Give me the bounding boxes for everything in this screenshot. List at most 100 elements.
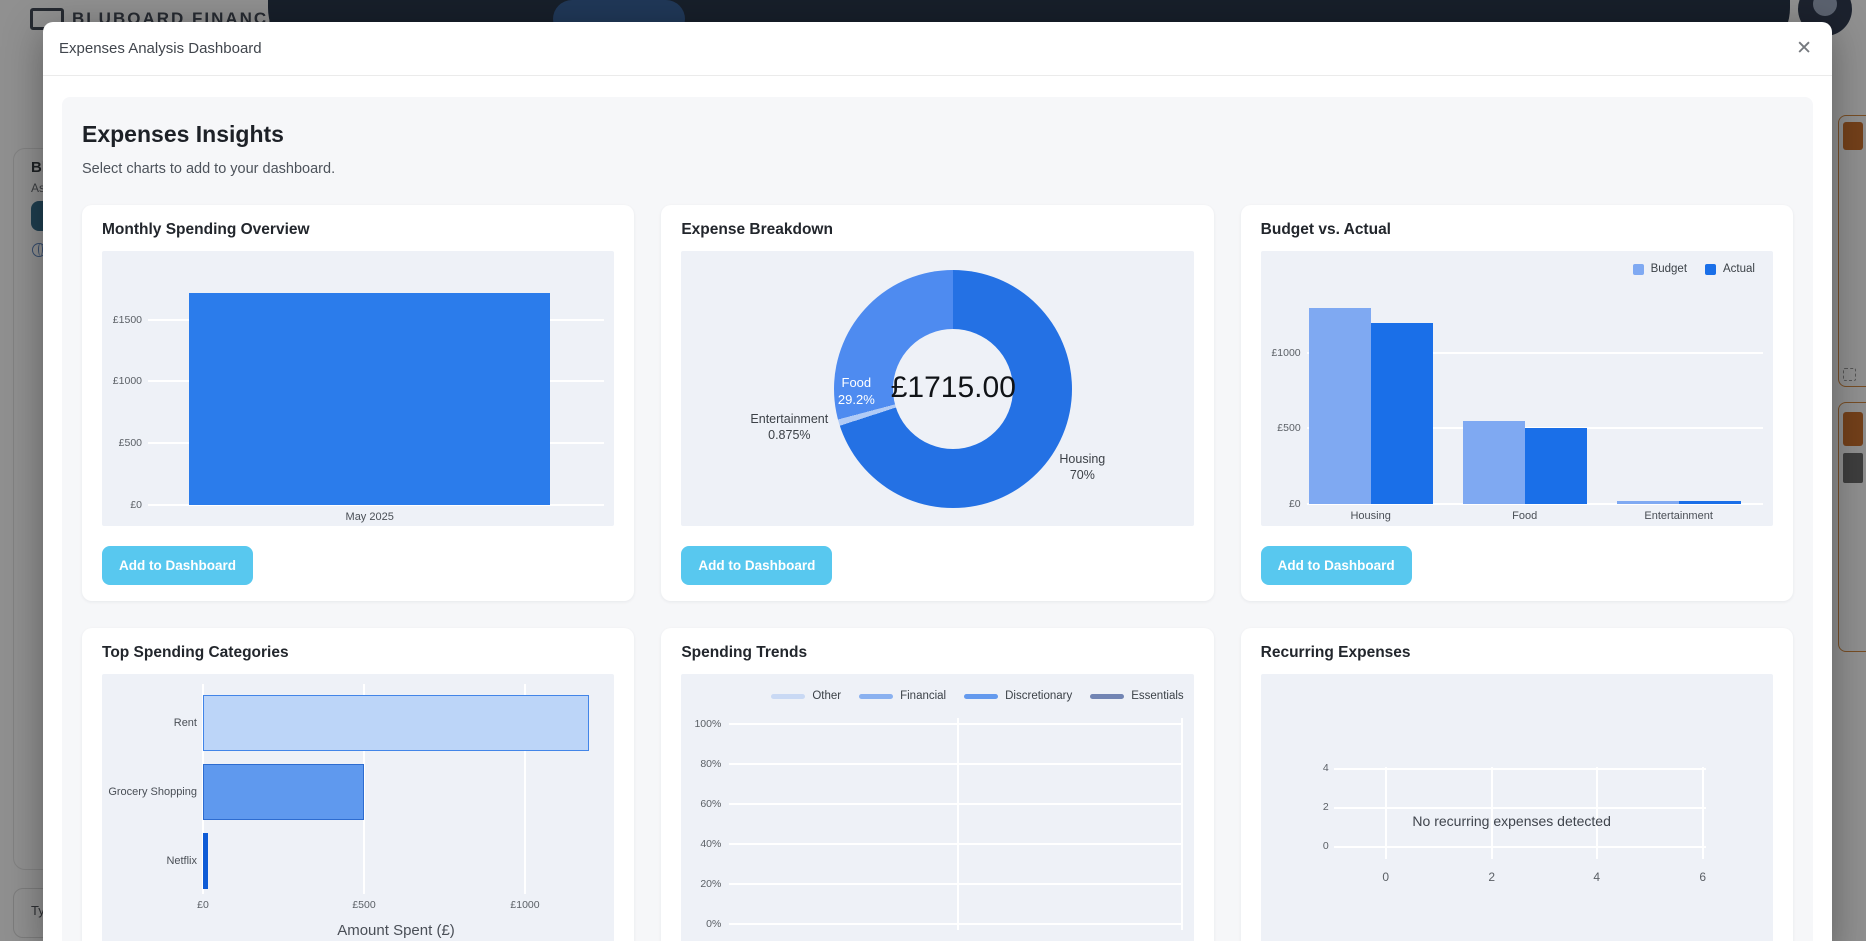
expenses-insights-section: Expenses Insights Select charts to add t… bbox=[62, 97, 1813, 941]
legend-label: Actual bbox=[1723, 263, 1755, 275]
top-spending-categories-chart: £0 £500 £1000 Rent Grocery Shopping Netflix Am… bbox=[102, 674, 615, 941]
y-axis-tick-label: 0 bbox=[1322, 840, 1329, 852]
card-title: Top Spending Categories bbox=[102, 644, 289, 661]
gridline bbox=[1490, 767, 1493, 859]
card-spending-trends: Spending Trends Other Financial Discretion… bbox=[661, 628, 1214, 941]
card-title: Expense Breakdown bbox=[681, 221, 833, 238]
y-axis-category-label: Grocery Shopping bbox=[108, 786, 197, 798]
modal-title: Expenses Analysis Dashboard bbox=[59, 40, 262, 57]
bar-entertainment-budget bbox=[1616, 500, 1679, 504]
y-axis-tick-label: £500 bbox=[118, 437, 142, 450]
gridline bbox=[363, 684, 365, 894]
y-axis-tick-label: £0 bbox=[1288, 498, 1301, 510]
close-icon[interactable]: ✕ bbox=[1792, 35, 1816, 62]
gridline bbox=[729, 923, 1182, 925]
x-axis-tick-label: £1000 bbox=[510, 899, 540, 911]
x-axis-tick-label: 0 bbox=[1382, 870, 1389, 884]
gridline bbox=[729, 763, 1182, 765]
bar-food-actual bbox=[1524, 428, 1587, 504]
budget-vs-actual-chart: £0 £500 £1000 Budget Actual Housing Food Entert… bbox=[1260, 251, 1773, 526]
slice-label-food: Food 29.2% bbox=[837, 375, 875, 407]
bar-entertainment-actual bbox=[1678, 501, 1741, 504]
gridline bbox=[1333, 768, 1706, 770]
bar-May 2025 bbox=[189, 292, 551, 505]
x-axis-tick-label: 4 bbox=[1593, 870, 1600, 884]
x-axis-tick-label: £0 bbox=[197, 899, 209, 911]
y-axis-tick-label: 60% bbox=[700, 798, 722, 810]
donut-ring bbox=[834, 270, 1073, 508]
x-axis-tick-label: Housing bbox=[1350, 510, 1391, 522]
y-axis-tick-label: 4 bbox=[1322, 762, 1329, 774]
legend-item-discretionary: Discretionary bbox=[964, 690, 1072, 702]
legend-item-essentials: Essentials bbox=[1090, 690, 1184, 702]
chart-legend: Budget Actual bbox=[1632, 263, 1755, 275]
section-subtitle: Select charts to add to your dashboard. bbox=[82, 161, 336, 177]
y-axis-tick-label: 80% bbox=[700, 758, 722, 770]
gridline bbox=[729, 883, 1182, 885]
add-to-dashboard-button[interactable]: Add to Dashboard bbox=[1260, 546, 1412, 585]
gridline bbox=[1595, 767, 1598, 859]
gridline bbox=[729, 723, 1182, 725]
y-axis-category-label: Rent bbox=[173, 717, 197, 729]
gridline bbox=[957, 718, 960, 930]
gridline bbox=[1181, 718, 1184, 930]
bar-grocery-shopping bbox=[203, 764, 364, 820]
bar-netflix bbox=[203, 833, 208, 889]
legend-swatch bbox=[771, 693, 806, 699]
legend-label: Discretionary bbox=[1005, 690, 1073, 702]
expenses-analysis-modal: Expenses Analysis Dashboard ✕ Expenses I… bbox=[43, 22, 1832, 941]
gridline bbox=[1306, 503, 1763, 505]
card-recurring-expenses: Recurring Expenses 4 2 0 0 2 4 6 No recurring e… bbox=[1240, 628, 1793, 941]
legend-swatch bbox=[1705, 263, 1717, 275]
card-title: Spending Trends bbox=[681, 644, 808, 661]
empty-state-message: No recurring expenses detected bbox=[1412, 813, 1611, 829]
legend-item-other: Other bbox=[771, 690, 841, 702]
section-title: Expenses Insights bbox=[82, 121, 284, 147]
legend-label: Budget bbox=[1650, 263, 1688, 275]
card-title: Budget vs. Actual bbox=[1260, 221, 1391, 238]
expense-breakdown-chart: £1715.00 Housing 70% Entertainment 0.875% F… bbox=[681, 251, 1194, 526]
add-to-dashboard-button[interactable]: Add to Dashboard bbox=[102, 546, 253, 585]
gridline bbox=[1701, 767, 1704, 859]
y-axis-tick-label: £500 bbox=[1277, 422, 1301, 435]
legend-item-budget: Budget bbox=[1632, 263, 1688, 275]
gridline bbox=[1333, 846, 1706, 848]
y-axis-category-label: Netflix bbox=[166, 855, 197, 867]
gridline bbox=[524, 684, 526, 894]
legend-swatch bbox=[1632, 263, 1644, 275]
add-to-dashboard-button[interactable]: Add to Dashboard bbox=[681, 546, 833, 585]
bar-rent bbox=[203, 695, 590, 751]
legend-item-financial: Financial bbox=[859, 690, 946, 702]
y-axis-tick-label: 0% bbox=[706, 918, 722, 930]
modal-header: Expenses Analysis Dashboard ✕ bbox=[43, 22, 1832, 76]
slice-label-entertainment: Entertainment 0.875% bbox=[750, 412, 829, 443]
gridline bbox=[1306, 351, 1763, 354]
x-axis-tick-label: Food bbox=[1512, 510, 1538, 522]
card-title: Recurring Expenses bbox=[1260, 644, 1411, 661]
gridline bbox=[729, 843, 1182, 845]
y-axis-tick-label: 40% bbox=[700, 838, 722, 850]
y-axis-tick-label: £1000 bbox=[1271, 346, 1301, 359]
y-axis-tick-label: £1000 bbox=[112, 375, 142, 388]
gridline bbox=[148, 504, 605, 506]
donut-hole bbox=[893, 329, 1014, 449]
card-budget-vs-actual: Budget vs. Actual £0 £500 £1000 Budget Actua… bbox=[1240, 205, 1793, 601]
recurring-expenses-chart: 4 2 0 0 2 4 6 No recurring expenses detected bbox=[1260, 674, 1773, 941]
y-axis-tick-label: £0 bbox=[130, 499, 142, 511]
x-axis-tick-label: May 2025 bbox=[345, 511, 394, 523]
legend-label: Other bbox=[812, 690, 842, 702]
card-title: Monthly Spending Overview bbox=[102, 221, 310, 238]
bar-food-budget bbox=[1462, 420, 1525, 504]
chart-grid: Monthly Spending Overview £0 £500 £1000 £15… bbox=[82, 205, 1793, 941]
gridline bbox=[1384, 767, 1387, 859]
legend-swatch bbox=[859, 693, 894, 699]
x-axis-tick-label: Entertainment bbox=[1644, 510, 1713, 522]
spending-trends-chart: Other Financial Discretionary Essentials 100… bbox=[681, 674, 1194, 941]
x-axis-tick-label: £500 bbox=[352, 899, 376, 911]
gridline bbox=[729, 803, 1182, 805]
y-axis-tick-label: 20% bbox=[700, 878, 722, 890]
legend-label: Financial bbox=[900, 690, 947, 702]
gridline bbox=[1333, 807, 1706, 809]
x-axis-tick-label: 6 bbox=[1699, 870, 1706, 884]
